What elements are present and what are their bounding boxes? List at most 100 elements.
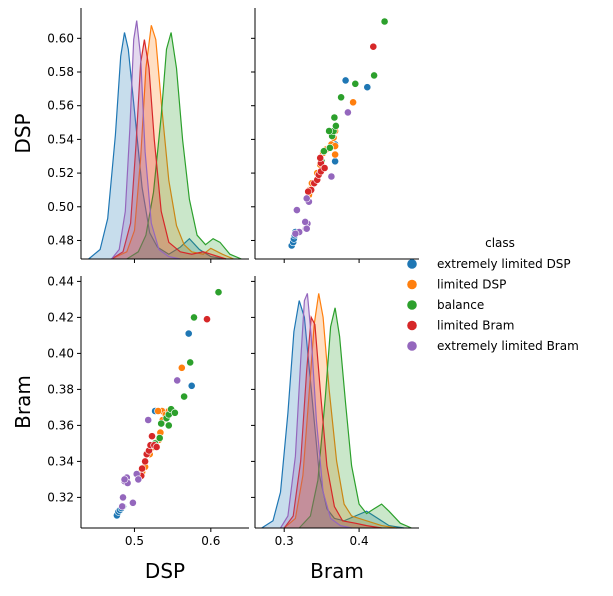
x-tick-label: 0.6	[201, 534, 220, 548]
scatter-point	[118, 502, 127, 511]
kde-fill-limited-bram	[284, 317, 382, 528]
scatter-point	[341, 76, 350, 85]
scatter-point	[152, 443, 161, 451]
x-axis-title-dsp: DSP	[145, 559, 185, 583]
y-tick-label: 0.32	[47, 490, 74, 504]
legend-marker	[407, 341, 417, 351]
legend-marker	[407, 259, 417, 269]
y-tick-label: 0.56	[47, 99, 74, 113]
scatter-point	[369, 42, 378, 51]
y-tick-label: 0.44	[47, 274, 74, 288]
y-tick-label: 0.38	[47, 382, 74, 396]
legend-marker	[407, 279, 417, 290]
legend-marker	[407, 300, 417, 310]
legend-label: extremely limited DSP	[437, 257, 571, 271]
scatter-point	[154, 407, 162, 415]
scatter-point	[331, 122, 340, 130]
kde-fill-limited-dsp	[111, 25, 234, 259]
y-axis-title-bram: Bram	[11, 375, 35, 429]
scatter-point	[119, 493, 127, 502]
x-axis-title-bram: Bram	[310, 559, 364, 583]
scatter-point	[148, 432, 156, 441]
legend-label: limited DSP	[437, 278, 506, 292]
kde-line-extremely-limited-dsp	[261, 300, 405, 529]
legend-marker	[407, 320, 417, 331]
panel-dsp-vs-dsp: 0.48 0.50 0.52 0.54 0.56 0.58 0.60	[47, 8, 249, 263]
x-tick-label: 0.3	[275, 534, 294, 548]
kde-line-extremely-limited-bram	[111, 20, 181, 260]
legend-label: balance	[437, 298, 484, 312]
scatter-point	[141, 457, 149, 466]
panel-bram-vs-bram: 0.3 0.4	[251, 276, 419, 548]
scatter-point	[291, 229, 300, 238]
legend: class extremely limited DSP limited DSP bal…	[407, 236, 579, 353]
legend-item: limited DSP	[407, 278, 506, 292]
scatter-point	[170, 408, 179, 417]
kde-line-limited-bram	[283, 315, 382, 529]
y-tick-label: 0.52	[47, 166, 74, 180]
scatter-point	[203, 315, 211, 324]
kde-fill-balance	[126, 32, 242, 259]
scatter-point	[157, 419, 166, 428]
scatter-point	[316, 153, 325, 162]
legend-item: limited Bram	[407, 319, 514, 333]
kde-line-balance	[126, 32, 242, 260]
kde-line-limited-dsp	[111, 25, 234, 260]
scatter-point	[320, 164, 329, 172]
scatter-point	[187, 381, 196, 390]
y-tick-label: 0.40	[47, 346, 74, 360]
kde-line-extremely-limited-dsp	[88, 32, 227, 260]
scatter-point	[330, 113, 339, 122]
scatter-point	[184, 329, 193, 338]
legend-item: extremely limited Bram	[407, 339, 579, 353]
legend-title: class	[485, 236, 515, 250]
scatter-point	[138, 464, 146, 473]
scatter-point	[380, 17, 389, 26]
kde-fill-extremely-limited-bram	[280, 293, 352, 528]
scatter-point	[325, 127, 333, 135]
scatter-point	[302, 194, 311, 203]
panel-dsp-vs-bram	[251, 8, 419, 263]
y-tick-label: 0.60	[47, 31, 74, 45]
scatter-point	[304, 187, 313, 196]
scatter-point	[144, 416, 153, 424]
scatter-point	[331, 150, 339, 159]
kde-fill-limited-bram	[111, 39, 227, 259]
y-axis-title-dsp: DSP	[11, 113, 35, 153]
scatter-point	[302, 224, 311, 233]
kde-line-balance	[298, 307, 412, 529]
scatter-point	[214, 288, 223, 297]
kde-line-limited-dsp	[283, 293, 397, 529]
scatter-point	[177, 363, 186, 372]
kde-fill-balance	[299, 307, 412, 528]
legend-item: balance	[407, 298, 484, 312]
scatter-point	[186, 358, 195, 367]
y-tick-label: 0.54	[47, 132, 74, 146]
x-tick-label: 0.4	[350, 534, 369, 548]
scatter-point	[337, 93, 345, 102]
scatter-point	[319, 147, 328, 156]
scatter-point	[134, 475, 143, 484]
scatter-point	[301, 217, 310, 226]
legend-item: extremely limited DSP	[407, 257, 571, 271]
scatter-point	[164, 421, 173, 430]
y-tick-label: 0.42	[47, 310, 74, 324]
scatter-point	[363, 83, 372, 92]
x-tick-label: 0.5	[125, 534, 144, 548]
scatter-point	[128, 498, 137, 507]
kde-fill-extremely-limited-dsp	[261, 300, 404, 528]
scatter-point	[351, 79, 360, 88]
scatter-point	[331, 157, 339, 166]
legend-label: extremely limited Bram	[437, 339, 579, 353]
panel-bram-vs-dsp: 0.32 0.34 0.36 0.38 0.40 0.42 0.44 0.5 0.6	[47, 274, 249, 548]
y-tick-label: 0.58	[47, 65, 74, 79]
scatter-point	[349, 98, 357, 107]
kde-line-limited-bram	[111, 39, 227, 260]
y-tick-label: 0.50	[47, 200, 74, 214]
y-tick-label: 0.48	[47, 233, 74, 247]
y-tick-label: 0.34	[47, 454, 74, 468]
scatter-point	[327, 172, 336, 181]
scatter-point	[173, 376, 182, 385]
scatter-point	[370, 71, 378, 80]
